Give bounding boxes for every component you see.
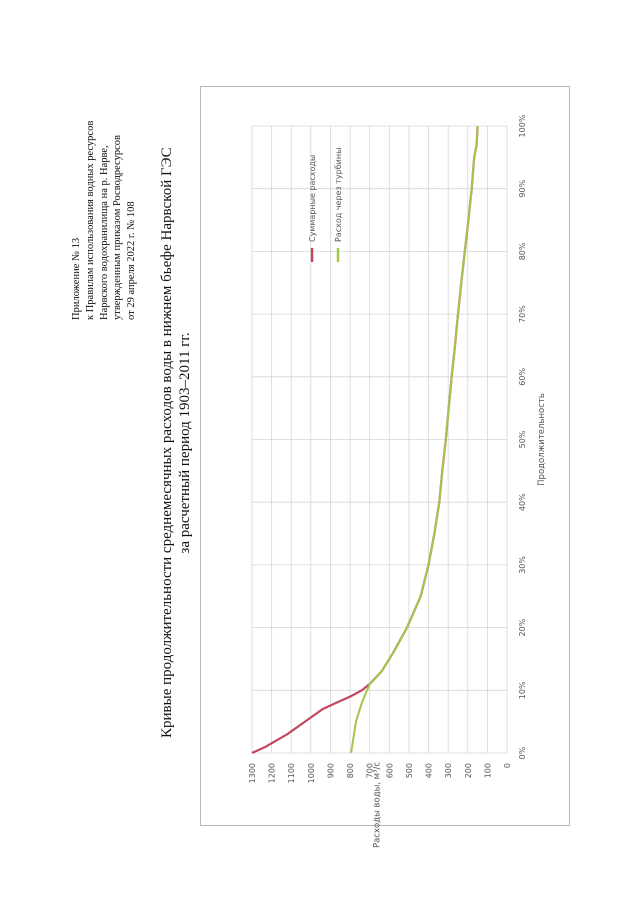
y-tick-label: 300 [444,763,453,778]
x-tick-label: 60% [518,368,527,386]
x-tick-label: 100% [518,114,527,137]
y-tick-label: 500 [405,763,414,778]
series-line [350,125,479,754]
y-tick-label: 700 [366,763,375,778]
y-tick-label: 800 [346,763,355,778]
x-tick-label: 90% [518,179,527,197]
x-tick-label: 0% [518,746,527,759]
y-tick-label: 100 [483,763,492,778]
y-axis-label: Расходы воды, м³/с [373,762,383,848]
legend-label: Суммарные расходы [308,155,317,242]
y-tick-label: 1100 [287,763,296,783]
chart-frame [200,86,570,826]
chart-legend: Суммарные расходы Расход через турбины [308,148,343,262]
y-tick-label: 1200 [268,763,277,783]
y-tick-label: 600 [385,763,394,778]
y-tick-label: 400 [425,763,434,778]
chart-series [251,125,479,754]
x-tick-label: 30% [518,556,527,574]
legend-label: Расход через турбины [334,148,343,242]
x-tick-label: 80% [518,242,527,260]
y-tick-label: 900 [326,763,335,778]
y-tick-label: 1300 [248,763,257,783]
y-tick-label: 200 [464,763,473,778]
x-tick-label: 50% [518,430,527,448]
x-tick-label: 10% [518,681,527,699]
x-tick-label: 70% [518,305,527,323]
chart-ticks: 0 100 200 300 400 500 600 700 800 900 1000 1100 1200… [248,114,527,783]
x-axis-label: Продолжительность [537,393,547,486]
x-tick-label: 40% [518,493,527,511]
x-tick-label: 20% [518,618,527,636]
y-tick-label: 1000 [307,763,316,783]
chart-grid [251,125,508,754]
y-tick-label: 0 [503,763,512,768]
